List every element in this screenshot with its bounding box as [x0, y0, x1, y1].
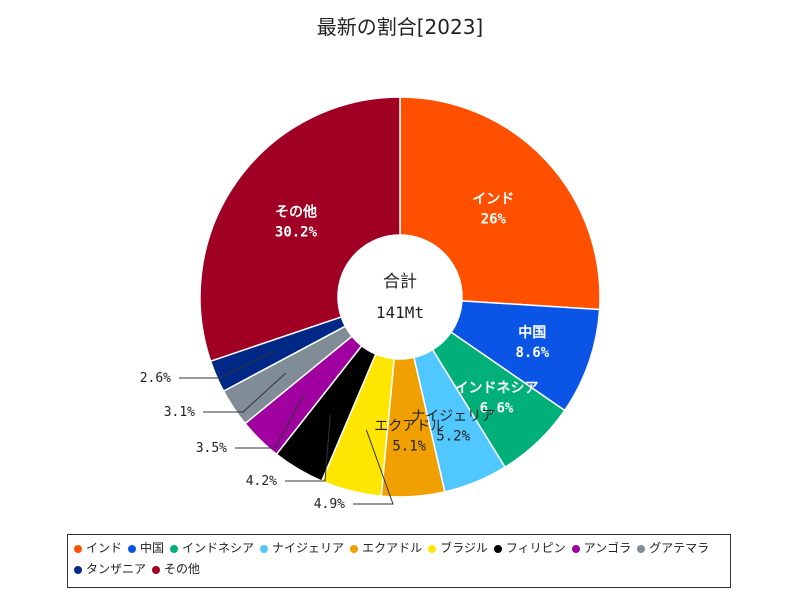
- slice-percent-label: 30.2%: [275, 224, 318, 240]
- slice-percent-label: 26%: [481, 211, 507, 227]
- slice-percent-label: 3.1%: [164, 405, 195, 420]
- leader-line: [235, 394, 305, 449]
- center-value: 141Mt: [376, 303, 424, 322]
- legend-items: インド 中国 インドネシア ナイジェリア エクアドル ブラジル フィリピン アンゴラ グアテマラ…: [74, 541, 724, 577]
- slice-name-label: 中国: [518, 324, 546, 341]
- legend-item: フィリピン: [493, 541, 566, 556]
- slice-percent-label: 5.2%: [436, 429, 470, 445]
- slice-name-label: ナイジェリア: [411, 409, 495, 425]
- legend-marker: [493, 544, 502, 553]
- legend-label: ナイジェリア: [272, 541, 345, 555]
- legend-item: インドネシア: [170, 541, 254, 556]
- legend-item: グアテマラ: [637, 541, 709, 556]
- legend-marker: [637, 544, 646, 553]
- legend-label: アンゴラ: [583, 541, 632, 555]
- slice-percent-label: 4.9%: [314, 497, 345, 512]
- legend-item: ブラジル: [428, 541, 488, 556]
- slice-name-label: インドネシア: [454, 380, 538, 396]
- legend-item: ナイジェリア: [260, 541, 344, 556]
- slice-0: [399, 96, 601, 311]
- legend-marker: [170, 544, 179, 553]
- slice-name-label: インド: [472, 191, 514, 207]
- slice-name-label: その他: [275, 203, 317, 220]
- legend-item: その他: [152, 562, 200, 577]
- legend-marker: [350, 544, 359, 553]
- legend-marker: [128, 544, 137, 553]
- legend-label: ブラジル: [440, 541, 488, 555]
- legend-item: インド: [74, 541, 122, 556]
- chart-title: 最新の割合[2023]: [317, 15, 484, 39]
- pie-slices: [199, 96, 601, 498]
- legend-label: グアテマラ: [649, 541, 710, 555]
- legend-label: フィリピン: [505, 541, 566, 555]
- slice-percent-label: 2.6%: [140, 371, 171, 386]
- legend-marker: [571, 544, 580, 553]
- legend-item: アンゴラ: [571, 541, 632, 556]
- legend-item: 中国: [128, 541, 164, 556]
- legend: インド 中国 インドネシア ナイジェリア エクアドル ブラジル フィリピン アンゴラ グアテマラ…: [67, 534, 731, 588]
- leader-line: [179, 350, 275, 379]
- legend-label: タンザニア: [86, 562, 147, 576]
- slice-percent-label: 3.5%: [196, 441, 227, 456]
- legend-marker: [152, 565, 161, 574]
- slice-percent-label: 5.1%: [392, 439, 426, 455]
- legend-label: その他: [164, 562, 201, 576]
- legend-label: 中国: [140, 541, 165, 555]
- leader-line: [285, 414, 331, 482]
- legend-item: タンザニア: [74, 562, 146, 577]
- slice-name-label: エクアドル: [374, 419, 444, 435]
- leader-line: [353, 429, 394, 505]
- slice-labels: インド 26% 中国 8.6% インドネシア 6.6%ナイジェリア 5.2%エクアドル 5.1…: [140, 191, 550, 512]
- legend-marker: [428, 544, 437, 553]
- leader-line: [203, 372, 287, 413]
- legend-label: インド: [86, 541, 123, 555]
- legend-label: エクアドル: [362, 541, 423, 555]
- legend-marker: [74, 565, 82, 574]
- center-label: 合計: [383, 272, 417, 292]
- legend-marker: [260, 544, 269, 553]
- slice-10: [199, 96, 401, 363]
- slice-percent-label: 8.6%: [515, 345, 549, 361]
- slice-percent-label: 4.2%: [246, 474, 277, 489]
- leader-lines: [179, 350, 394, 505]
- legend-label: インドネシア: [182, 541, 255, 555]
- legend-item: エクアドル: [350, 541, 422, 556]
- slice-percent-label: 6.6%: [480, 400, 514, 416]
- legend-marker: [74, 544, 82, 553]
